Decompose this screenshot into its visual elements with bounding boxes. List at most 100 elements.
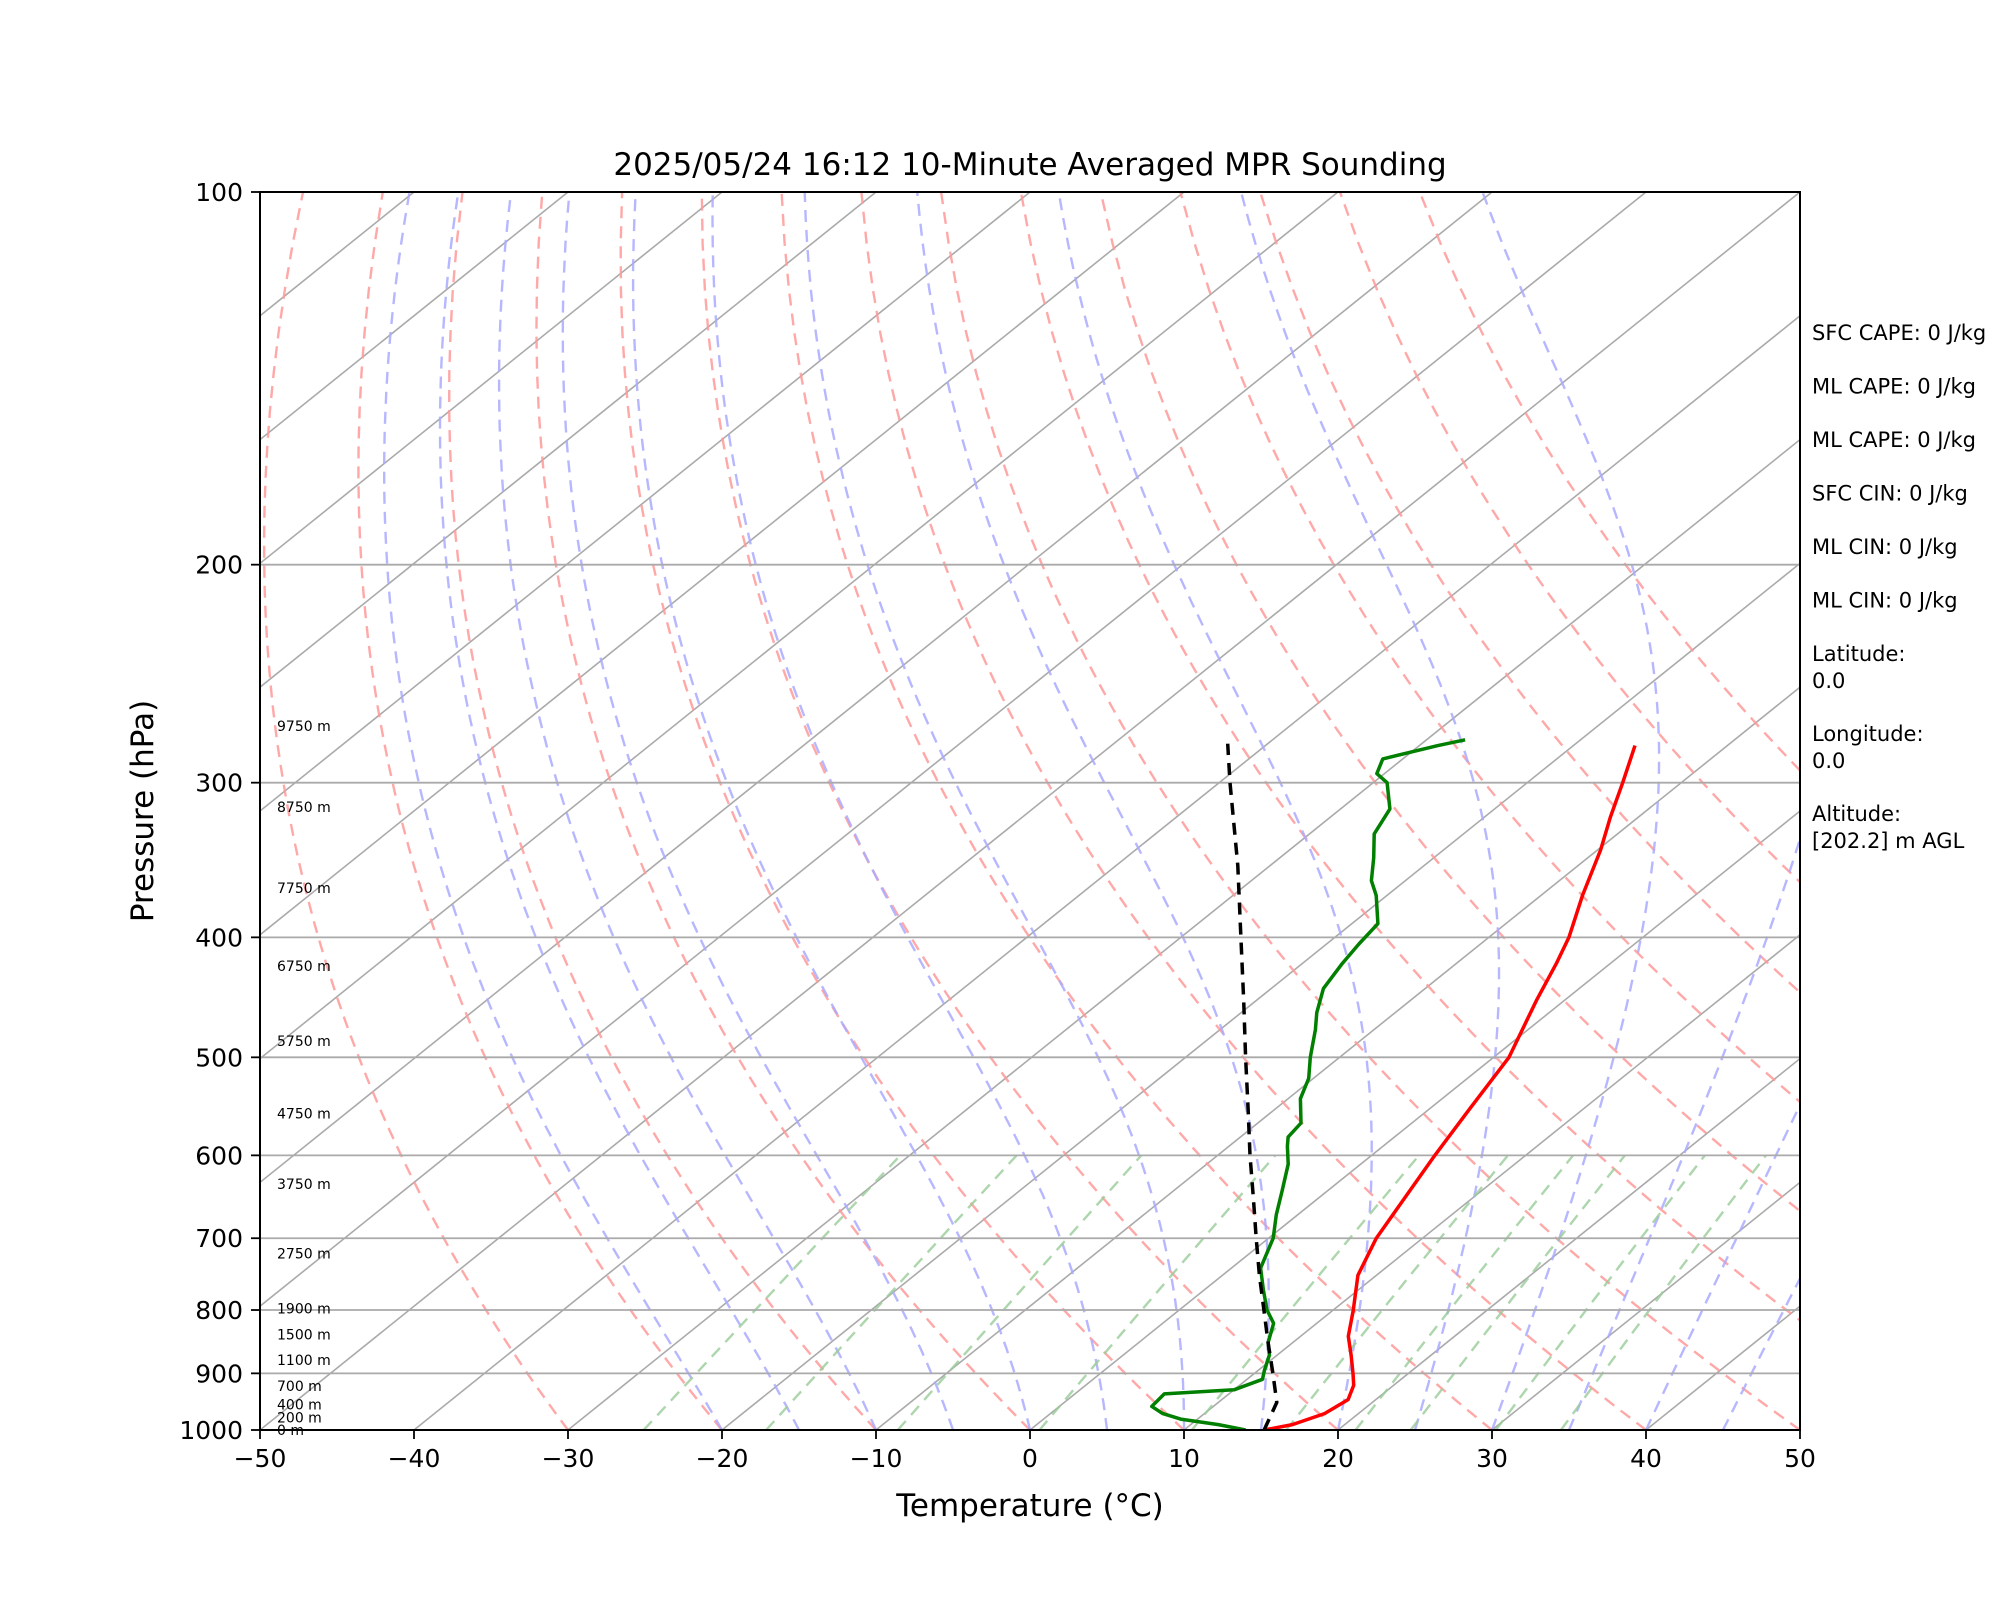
moist-adiabat [1239, 192, 1501, 1430]
height-label: 400 m [277, 1398, 322, 1414]
stat-label: ML CIN: 0 J/kg [1812, 535, 1958, 559]
isotherm [1337, 1057, 1800, 1430]
isotherm [260, 192, 723, 565]
moist-adiabat [631, 192, 1032, 1430]
dry-adiabat [700, 192, 1339, 1430]
dry-adiabat [357, 192, 723, 1430]
x-tick-label: 40 [1630, 1444, 1662, 1473]
x-tick-label: −20 [696, 1444, 749, 1473]
x-tick-label: 50 [1784, 1444, 1816, 1473]
moist-adiabat [1481, 192, 1661, 1430]
y-tick-label: 500 [195, 1043, 243, 1072]
height-label: 3750 m [277, 1177, 331, 1193]
chart-title: 2025/05/24 16:12 10-Minute Averaged MPR … [613, 147, 1446, 183]
stat-label: SFC CAPE: 0 J/kg [1812, 321, 1986, 345]
height-label: 7750 m [277, 881, 331, 897]
y-tick-label: 700 [195, 1224, 243, 1253]
x-tick-label: −40 [388, 1444, 441, 1473]
pressure-gridlines [260, 192, 1800, 1430]
moist-adiabat [497, 192, 878, 1430]
y-tick-label: 600 [195, 1141, 243, 1170]
stat-value: 0.0 [1812, 669, 1845, 693]
y-tick-label: 1000 [179, 1416, 243, 1445]
mixing-ratio-line [1285, 1154, 1509, 1430]
y-tick-label: 200 [195, 551, 243, 580]
mixing-ratio-line [1354, 1154, 1575, 1430]
isotherm [260, 192, 1800, 1430]
dry-adiabat [1099, 192, 1800, 1213]
mixing-ratio-line [896, 1154, 1143, 1430]
mixing-ratio-line [1038, 1154, 1277, 1430]
y-tick-label: 900 [195, 1359, 243, 1388]
moist-adiabat [711, 192, 1109, 1430]
y-tick-label: 100 [195, 178, 243, 207]
x-axis: −50 −40 −30 −20 −10 0 10 20 30 40 50 [234, 1430, 1816, 1473]
sounding-profiles [1150, 738, 1637, 1430]
dry-adiabat [619, 192, 1185, 1430]
isotherm [567, 438, 1800, 1430]
x-tick-label: 30 [1476, 1444, 1508, 1473]
height-label: 1100 m [277, 1353, 331, 1369]
moist-adiabat [561, 192, 955, 1430]
isotherm [1029, 809, 1800, 1430]
isotherm [721, 562, 1800, 1430]
y-axis: 100 200 300 400 500 600 700 800 900 1000 [179, 178, 260, 1445]
stat-label: ML CAPE: 0 J/kg [1812, 375, 1976, 399]
isotherm [260, 192, 1647, 1308]
stat-label: ML CAPE: 0 J/kg [1812, 428, 1976, 452]
moist-adiabat [383, 192, 724, 1430]
isotherm [260, 192, 569, 441]
x-tick-label: 0 [1022, 1444, 1038, 1473]
dry-adiabat [780, 192, 1493, 1430]
profile-line [1263, 745, 1637, 1430]
dry-adiabat [860, 192, 1647, 1430]
height-label: 1500 m [277, 1327, 331, 1343]
x-tick-label: −50 [234, 1444, 287, 1473]
dry-adiabat [535, 192, 1031, 1430]
height-label: 200 m [277, 1410, 322, 1426]
stat-label: SFC CIN: 0 J/kg [1812, 482, 1968, 506]
x-axis-label: Temperature (°C) [895, 1488, 1164, 1524]
height-label: 700 m [277, 1379, 322, 1395]
y-tick-label: 800 [195, 1296, 243, 1325]
x-tick-label: 20 [1322, 1444, 1354, 1473]
height-label: 9750 m [277, 719, 331, 735]
isotherm [260, 192, 1339, 1060]
height-label: 5750 m [277, 1034, 331, 1050]
x-tick-label: −30 [542, 1444, 595, 1473]
y-axis-label: Pressure (hPa) [125, 700, 161, 922]
dry-adiabat [1019, 192, 1800, 1322]
dry-adiabat [262, 192, 569, 1430]
isotherm [260, 192, 877, 689]
height-label: 2750 m [277, 1246, 331, 1262]
background-lines [260, 192, 1800, 1430]
height-label: 8750 m [277, 800, 331, 816]
moist-adiabat [803, 192, 1186, 1430]
moist-adiabat [438, 192, 801, 1430]
stat-label: Longitude: [1812, 722, 1924, 746]
height-label: 6750 m [277, 959, 331, 975]
dry-adiabat [939, 192, 1800, 1430]
y-tick-label: 400 [195, 923, 243, 952]
isotherm [413, 314, 1800, 1430]
isotherm [260, 192, 1493, 1184]
stat-value: [202.2] m AGL [1812, 829, 1965, 853]
height-label: 4750 m [277, 1106, 331, 1122]
isotherm [1183, 933, 1800, 1430]
isotherm [260, 192, 1185, 936]
moist-adiabat [1567, 192, 1800, 1430]
stats-panel: SFC CAPE: 0 J/kg ML CAPE: 0 J/kg ML CAPE: … [1812, 321, 1986, 853]
stat-label: ML CIN: 0 J/kg [1812, 589, 1958, 613]
height-label: 0 m [277, 1423, 304, 1439]
profile-line [1150, 738, 1466, 1430]
x-tick-label: 10 [1168, 1444, 1200, 1473]
stat-label: Latitude: [1812, 642, 1906, 666]
height-label: 1900 m [277, 1302, 331, 1318]
stat-value: 0.0 [1812, 749, 1845, 773]
stat-label: Altitude: [1812, 802, 1901, 826]
mixing-ratio-line [1190, 1154, 1420, 1430]
isotherm [260, 192, 1031, 813]
isotherm [1491, 1181, 1800, 1430]
